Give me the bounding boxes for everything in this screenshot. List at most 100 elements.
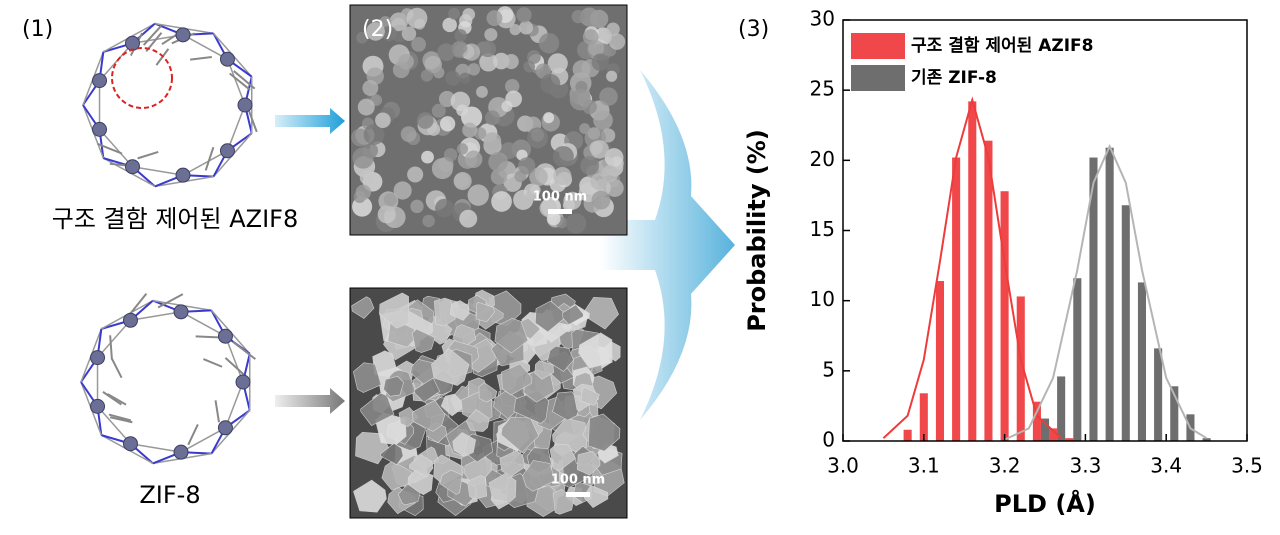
y-tick-label: 20 [810,147,835,171]
structure-caption: ZIF-8 [139,481,200,509]
bar [1105,147,1114,441]
bar [935,281,944,441]
particle [569,89,592,111]
particle [442,17,457,33]
particle [456,42,468,54]
particle [353,479,387,513]
bond [224,381,244,429]
particle [580,386,600,406]
metal-atom [92,121,108,137]
legend-label: 기존 ZIF-8 [911,68,997,88]
particle [540,73,561,94]
panel-label: (3) [738,17,769,42]
particle [381,25,397,42]
x-tick-label: 3.5 [1231,454,1263,478]
particle [562,304,584,325]
y-tick-label: 0 [822,428,835,452]
bond [96,319,132,359]
y-tick-label: 25 [810,77,835,101]
particle [483,132,502,150]
particle [529,167,548,187]
particle [392,61,410,79]
bar [1000,191,1009,441]
particle [479,40,497,58]
particle [591,190,611,210]
particle [411,37,426,52]
sem-image [349,287,628,519]
particle [439,116,456,132]
x-tick-label: 3.1 [908,454,940,478]
bar [1089,157,1098,441]
particle [445,70,461,86]
particle [351,296,375,319]
bond [182,34,228,60]
metal-atom [219,51,235,67]
particle [383,192,397,207]
particle [462,43,481,61]
particle [462,8,476,21]
particle [380,442,404,466]
bond [98,42,134,82]
particle [372,350,397,378]
particle [397,483,421,506]
particle [606,22,620,36]
particle [494,318,529,354]
bond [98,128,134,168]
bar [1032,401,1041,441]
bar [903,429,912,441]
particle [467,184,489,206]
panel-label: (1) [22,17,53,42]
scale-bar [566,492,590,497]
bond [157,293,184,309]
particle [414,378,441,403]
particle [591,53,609,71]
particle [362,80,379,96]
metal-atom [123,436,138,452]
particle [387,319,415,348]
particle [538,33,560,54]
bar [1154,348,1163,441]
particle [527,50,541,64]
bond [226,58,246,106]
y-axis-label: Probability (%) [743,129,771,332]
bar [1065,438,1074,441]
framework-bottom [80,293,257,465]
particle [478,382,498,403]
metal-atom [123,312,138,328]
bond [130,311,182,322]
particle [406,7,428,29]
particle [505,79,520,94]
particle [543,112,555,124]
particle [411,328,436,353]
bond [195,335,219,339]
particle [565,213,587,234]
particle [416,112,434,129]
particle [467,63,481,76]
bar [1073,278,1082,441]
particle [529,184,541,196]
particle [563,191,582,210]
legend-swatch [851,65,905,91]
metal-atom [237,97,253,113]
particle [422,214,435,228]
particle [476,86,488,98]
particle [459,72,471,84]
legend-label: 구조 결함 제어된 AZIF8 [911,35,1094,56]
particle [578,332,613,369]
particle [366,22,385,41]
particle [604,148,624,167]
metal-atom [217,328,233,344]
bond [214,400,220,423]
particle [479,53,498,72]
structure-caption: 구조 결함 제어된 AZIF8 [52,205,298,233]
particle [407,166,424,183]
metal-atom [90,350,106,366]
particle [553,166,572,186]
particle [435,198,454,218]
particle [488,151,509,172]
bar [984,140,993,442]
particle [431,103,446,118]
bar [1170,386,1179,441]
particle [401,26,417,41]
bar [1016,296,1025,441]
